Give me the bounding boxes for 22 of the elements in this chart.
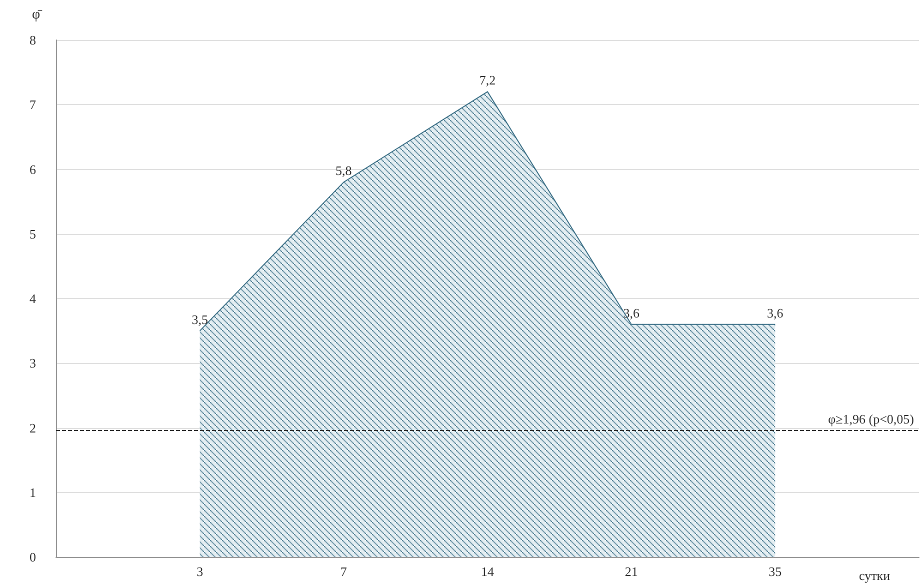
x-tick-label: 7	[340, 564, 348, 579]
y-tick-label: 4	[30, 291, 36, 306]
data-label: 5,8	[336, 163, 352, 178]
x-tick-label: 3	[196, 564, 204, 579]
data-label: 3,6	[767, 305, 784, 320]
data-label: 3,6	[623, 305, 640, 320]
y-tick-label: 2	[30, 420, 36, 436]
x-tick-label: 14	[481, 564, 494, 579]
ref-line-label: φ≥1,96 (p<0,05)	[828, 411, 914, 426]
y-tick-label: 7	[30, 97, 36, 112]
y-tick-label: 3	[30, 356, 36, 371]
y-tick-label: 5	[30, 226, 36, 242]
y-tick-label: 6	[30, 162, 36, 177]
y-tick-label: 1	[30, 484, 36, 500]
y-tick-label: 8	[30, 32, 36, 48]
data-label: 3,5	[192, 312, 208, 327]
y-axis-title: φ̄	[32, 8, 44, 22]
x-tick-label: 35	[768, 564, 782, 579]
data-label: 7,2	[479, 72, 496, 88]
x-tick-label: 21	[624, 564, 638, 579]
x-axis-title: сутки	[859, 568, 890, 583]
y-tick-label: 0	[30, 550, 36, 564]
